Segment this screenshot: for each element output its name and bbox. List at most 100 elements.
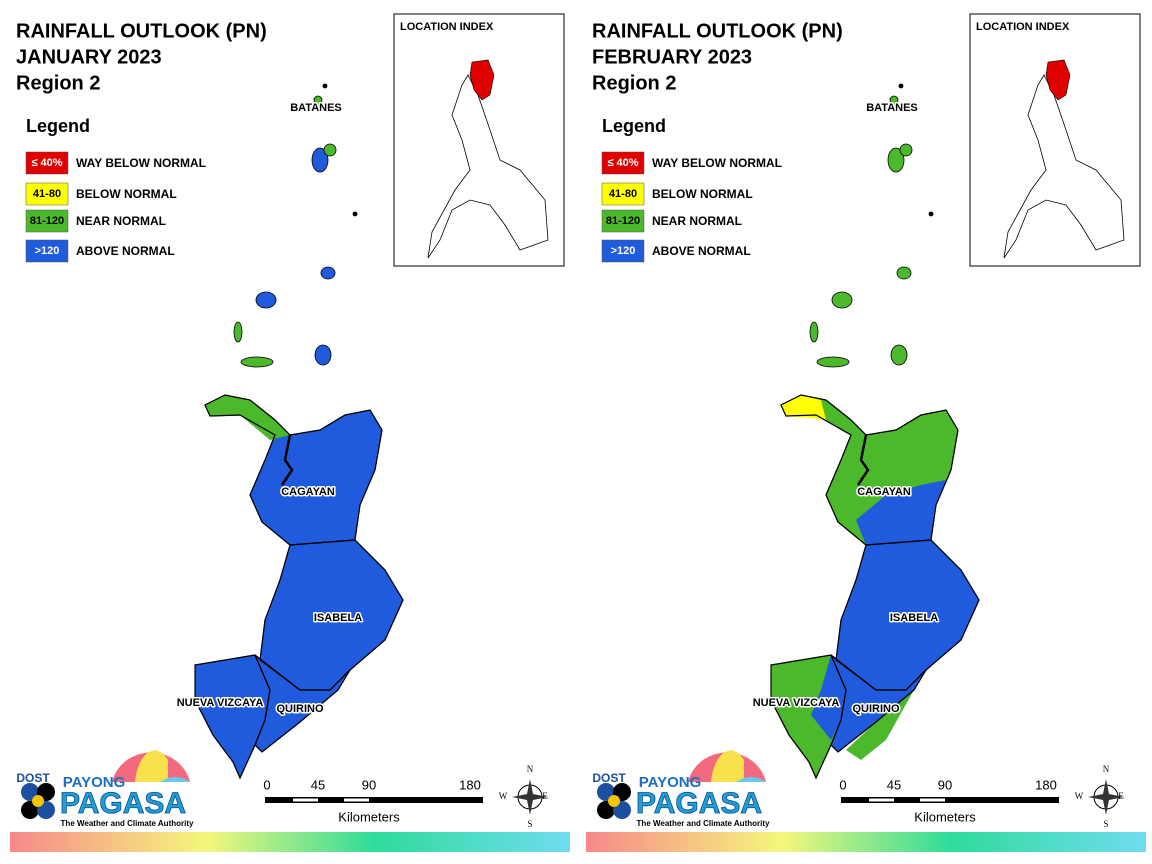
compass-star <box>512 779 548 815</box>
compass-letter: E <box>1118 791 1124 801</box>
island <box>313 95 323 105</box>
legend-swatch-text: 41-80 <box>609 188 637 200</box>
logo-tagline: The Weather and Climate Authority <box>61 819 194 828</box>
title-line: Region 2 <box>592 72 676 94</box>
outlook-zone <box>205 395 290 440</box>
scale-label: 180 <box>459 777 481 792</box>
compass-letter: S <box>1103 819 1108 829</box>
island <box>322 83 328 89</box>
logo-pagasa: PAGASA <box>636 787 762 820</box>
logo-tagline: The Weather and Climate Authority <box>637 819 770 828</box>
island <box>898 83 904 89</box>
map-panel: RAINFALL OUTLOOK (PN) JANUARY 2023 Region … <box>10 13 570 852</box>
outlook-zone <box>856 480 946 545</box>
compass-letter: W <box>499 791 508 801</box>
location-index-title: LOCATION INDEX <box>400 21 494 33</box>
legend-swatch-text: 41-80 <box>33 188 61 200</box>
scale-bar <box>265 797 483 803</box>
province-border <box>780 394 959 546</box>
location-index-title: LOCATION INDEX <box>976 21 1070 33</box>
province-label: BATANES <box>290 102 342 114</box>
province-nueva <box>194 654 271 780</box>
scale-label: 0 <box>263 777 270 792</box>
scale-bar <box>841 797 1059 803</box>
compass-star <box>1088 779 1124 815</box>
island <box>323 143 337 157</box>
province-label: QUIRINO <box>276 703 324 715</box>
scale-label: 45 <box>887 777 901 792</box>
region-2-highlight <box>469 59 495 101</box>
scale-label: 90 <box>938 777 952 792</box>
compass-letter: N <box>527 764 534 774</box>
title-line: Region 2 <box>16 72 100 94</box>
island <box>890 344 908 366</box>
compass-letter: S <box>527 819 532 829</box>
scale-unit: Kilometers <box>338 809 400 824</box>
province-label: QUIRINO <box>852 703 900 715</box>
province-label: CAGAYAN <box>857 486 911 498</box>
legend-label: NEAR NORMAL <box>76 214 166 228</box>
scale-label: 90 <box>362 777 376 792</box>
legend-label: NEAR NORMAL <box>652 214 742 228</box>
legend-swatch <box>25 151 69 175</box>
legend-swatch-text: ≤ 40% <box>31 157 62 169</box>
legend-label: BELOW NORMAL <box>652 187 753 201</box>
legend-swatch <box>25 239 69 263</box>
logo-umbrella-right <box>160 776 190 782</box>
legend-label: BELOW NORMAL <box>76 187 177 201</box>
compass-letter: W <box>1075 791 1084 801</box>
legend-swatch-text: 81-120 <box>606 215 640 227</box>
logo-umbrella-mid <box>711 750 744 782</box>
island <box>896 266 912 280</box>
scale-label: 45 <box>311 777 325 792</box>
logo-dost: DOST <box>16 771 50 785</box>
scale-unit: Kilometers <box>914 809 976 824</box>
legend-label: ABOVE NORMAL <box>76 244 175 258</box>
legend-swatch <box>601 239 645 263</box>
scale-segment <box>920 798 945 802</box>
logo-umbrella-right <box>736 776 766 782</box>
island <box>233 321 243 343</box>
legend-label: WAY BELOW NORMAL <box>76 156 206 170</box>
island <box>928 211 934 217</box>
island <box>831 291 853 309</box>
island <box>816 356 850 368</box>
title-line: FEBRUARY 2023 <box>592 46 752 68</box>
river <box>280 434 294 486</box>
province-label: NUEVA VIZCAYA <box>177 697 264 709</box>
legend-swatch <box>601 182 645 206</box>
scale-segment <box>869 798 894 802</box>
river <box>856 434 870 486</box>
map-panel: RAINFALL OUTLOOK (PN) FEBRUARY 2023 Region… <box>586 13 1146 852</box>
philippines-outline <box>1003 74 1125 259</box>
legend-label: WAY BELOW NORMAL <box>652 156 782 170</box>
province-border <box>254 654 351 753</box>
title-line: RAINFALL OUTLOOK (PN) <box>592 20 843 42</box>
scale-segment <box>293 798 318 802</box>
logo-dost: DOST <box>592 771 626 785</box>
logo-payong: PAYONG <box>639 774 702 791</box>
region-map <box>770 83 980 780</box>
logo-umbrella-mid <box>135 750 168 782</box>
province-label: BATANES <box>866 102 918 114</box>
outlook-zone <box>781 395 826 420</box>
province-border <box>204 394 383 546</box>
island <box>887 147 905 173</box>
logo-dost-center <box>32 795 44 807</box>
legend-swatch-text: 81-120 <box>30 215 64 227</box>
island <box>889 95 899 105</box>
island <box>899 143 913 157</box>
outlook-zone <box>846 690 914 760</box>
color-band <box>586 832 1146 852</box>
legend-swatch-text: ≤ 40% <box>607 157 638 169</box>
legend-swatch-text: >120 <box>611 245 636 257</box>
region-map <box>194 83 404 780</box>
outlook-zone <box>811 655 846 740</box>
province-label: NUEVA VIZCAYA <box>753 697 840 709</box>
scale-label: 180 <box>1035 777 1057 792</box>
province-border <box>830 654 927 753</box>
region-2-highlight <box>1045 59 1071 101</box>
color-band <box>10 832 570 852</box>
scale-segment <box>344 798 369 802</box>
